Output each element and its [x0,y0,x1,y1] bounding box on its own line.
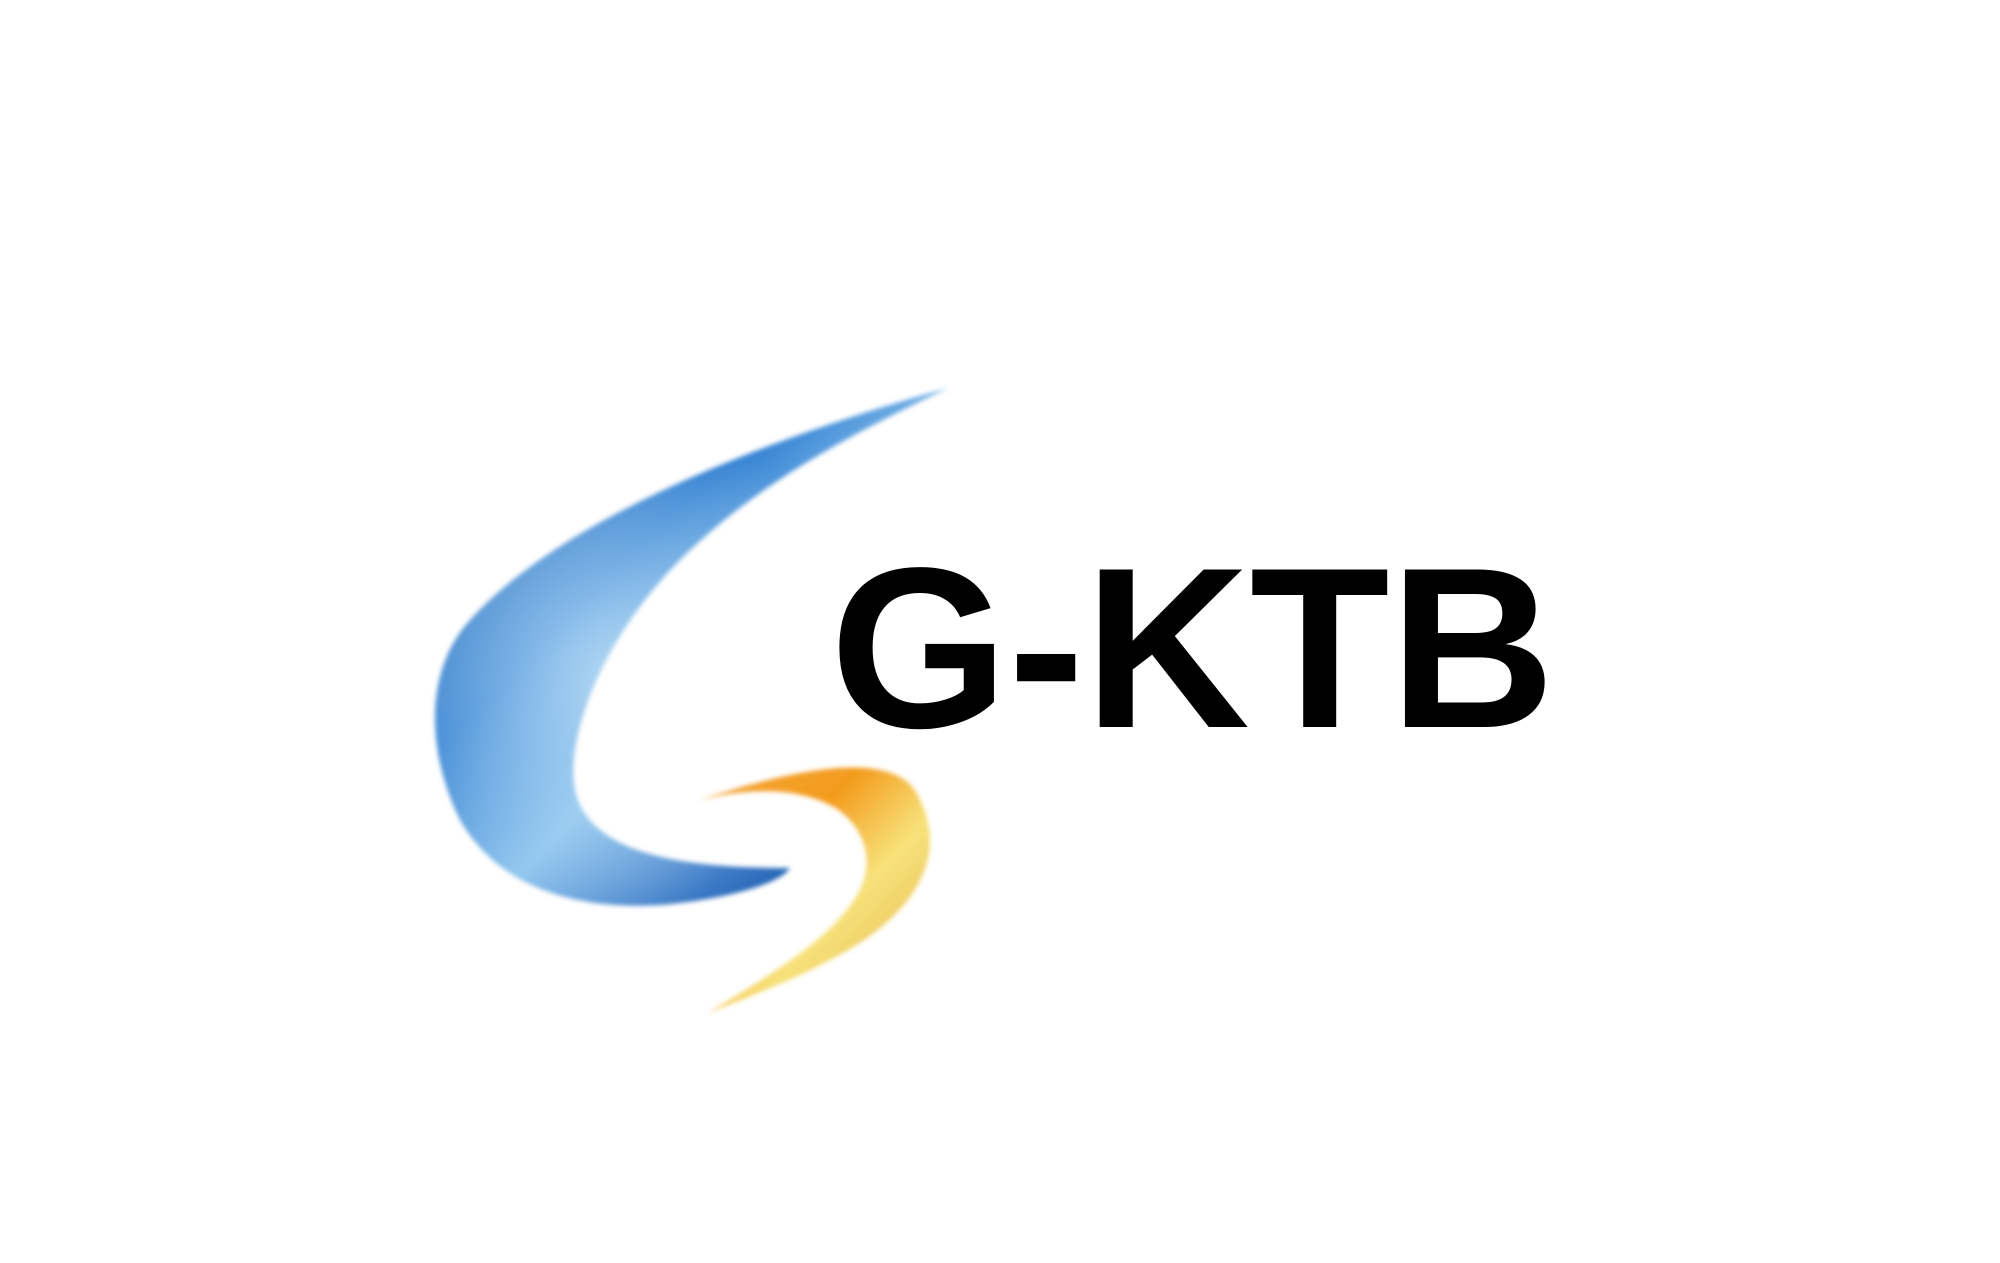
orange-swoosh-shape [700,767,930,1013]
wordmark: G-KTB [830,520,1556,776]
blue-swoosh-shape [435,388,948,906]
